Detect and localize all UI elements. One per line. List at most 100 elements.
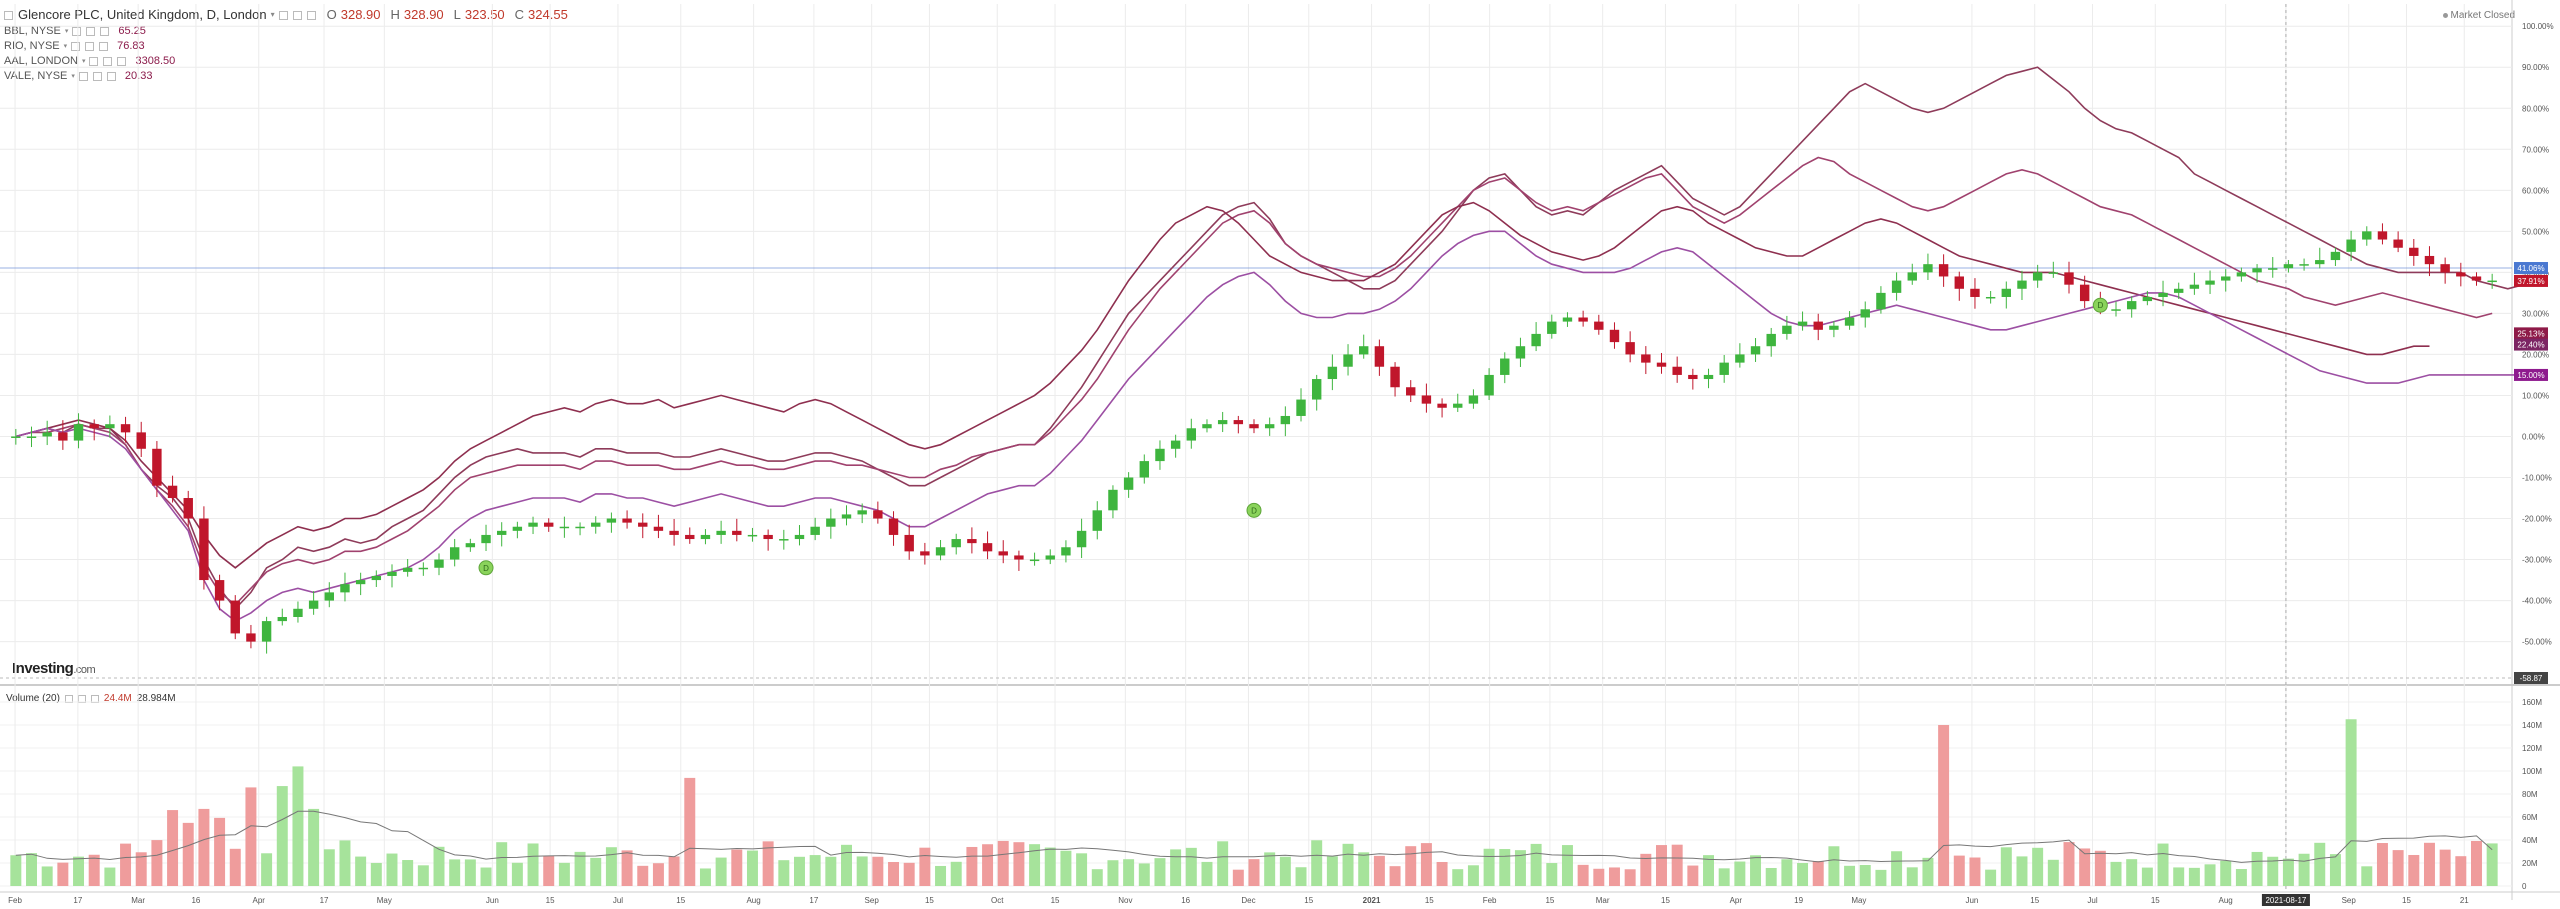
x-tick-label: Feb [1483, 896, 1497, 905]
price-tag-label: 37.91% [2517, 277, 2544, 286]
settings-icon[interactable] [85, 42, 95, 51]
candle-body [2252, 268, 2262, 273]
volume-bar [449, 859, 461, 886]
visibility-icon[interactable] [71, 42, 81, 51]
price-tag [2514, 338, 2548, 351]
candle-body [747, 534, 758, 537]
candle-body [1264, 424, 1275, 429]
volume-bar [1107, 860, 1119, 886]
candle-body [982, 543, 993, 552]
volume-bar [1279, 856, 1291, 886]
visibility-icon[interactable] [72, 27, 82, 36]
volume-bar [1781, 859, 1793, 886]
volume-ma-value: 28.984M [136, 693, 176, 704]
y-tick-label: 50.00% [2522, 227, 2549, 236]
volume-bar [1123, 859, 1135, 886]
x-tick-label: Apr [253, 896, 266, 905]
settings-icon[interactable] [92, 72, 102, 81]
volume-bar [966, 846, 978, 886]
candle-body [1202, 424, 1212, 429]
candle-body [2079, 284, 2090, 302]
volume-bar [558, 862, 570, 886]
x-tick-label: 16 [191, 896, 200, 905]
compare-row[interactable]: AAL, LONDON ▾ 3308.50 [4, 54, 568, 69]
x-tick-label: Apr [1730, 896, 1743, 905]
remove-icon[interactable] [106, 72, 116, 81]
y-tick-label: -30.00% [2522, 556, 2552, 565]
volume-tick-label: 0 [2522, 882, 2527, 891]
volume-bar [1044, 847, 1056, 886]
volume-bar [684, 777, 696, 886]
collapse-toggle-icon[interactable] [4, 10, 13, 20]
candle-body [888, 518, 899, 535]
volume-tick-label: 100M [2522, 767, 2542, 776]
series-line [15, 156, 2493, 606]
candle-body [2174, 288, 2184, 293]
volume-bar [2392, 850, 2404, 886]
remove-icon[interactable] [100, 27, 110, 36]
candle-body [779, 539, 789, 541]
candle-body [1280, 415, 1291, 425]
candle-body [105, 424, 115, 429]
chevron-down-icon[interactable]: ▾ [63, 43, 68, 50]
x-tick-label: Jun [486, 896, 499, 905]
dividend-marker-label: D [1251, 506, 1257, 515]
volume-bar [1170, 849, 1182, 886]
dividend-marker-label: D [483, 564, 489, 573]
candle-body [1860, 309, 1870, 318]
volume-bar [245, 787, 257, 886]
volume-bar [1499, 849, 1511, 886]
candle-body [2126, 301, 2137, 310]
volume-bar [746, 850, 758, 886]
remove-icon[interactable] [117, 57, 127, 66]
ohlc-low-value: 323.50 [464, 7, 505, 22]
volume-bar [2204, 864, 2216, 886]
candle-body [1139, 461, 1149, 478]
chevron-down-icon[interactable]: ▾ [81, 58, 86, 65]
candle-body [1688, 374, 1698, 380]
volume-bar [1656, 845, 1667, 886]
chevron-down-icon[interactable]: ▾ [64, 28, 69, 35]
dividend-marker [1246, 502, 1262, 518]
candle-body [1876, 292, 1886, 310]
candle-body [308, 600, 319, 609]
volume-bar [1875, 869, 1887, 886]
volume-bar [527, 843, 539, 886]
candle-body [606, 518, 617, 523]
dividend-marker [2092, 297, 2108, 313]
volume-bar [778, 860, 790, 886]
candle-body [2346, 239, 2356, 252]
visibility-icon[interactable] [89, 57, 99, 66]
visibility-icon[interactable] [78, 72, 88, 81]
candle-body [246, 633, 256, 642]
volume-bar [1342, 843, 1354, 886]
candle-body [1797, 321, 1808, 326]
price-tag-label: -58.87 [2520, 674, 2543, 683]
chevron-down-icon[interactable]: ▾ [270, 10, 275, 19]
candle-body [2283, 264, 2294, 269]
chevron-down-icon[interactable]: ▾ [71, 73, 75, 80]
logo-domain: .com [73, 664, 96, 676]
settings-icon[interactable] [103, 57, 113, 66]
candle-body [293, 608, 303, 617]
candle-body [669, 530, 679, 535]
visibility-icon[interactable] [278, 10, 288, 20]
compare-row[interactable]: BBL, NYSE ▾ 65.25 [4, 24, 568, 39]
settings-icon[interactable] [86, 27, 96, 36]
dividend-marker-label: D [2097, 301, 2103, 310]
candle-body [1233, 420, 1244, 425]
settings-icon[interactable] [292, 10, 302, 20]
candle-body [2377, 231, 2388, 240]
volume-bar [856, 856, 868, 886]
remove-icon[interactable] [306, 10, 316, 20]
volume-bar [982, 844, 994, 886]
y-tick-label: 20.00% [2522, 350, 2549, 359]
volume-bar [2423, 842, 2435, 886]
candle-body [324, 592, 334, 601]
candle-body [1484, 374, 1494, 396]
volume-bar [715, 857, 727, 886]
candle-body [1531, 333, 1541, 347]
compare-row[interactable]: VALE, NYSE ▾ 20.33 [4, 69, 568, 84]
remove-icon[interactable] [99, 42, 109, 51]
